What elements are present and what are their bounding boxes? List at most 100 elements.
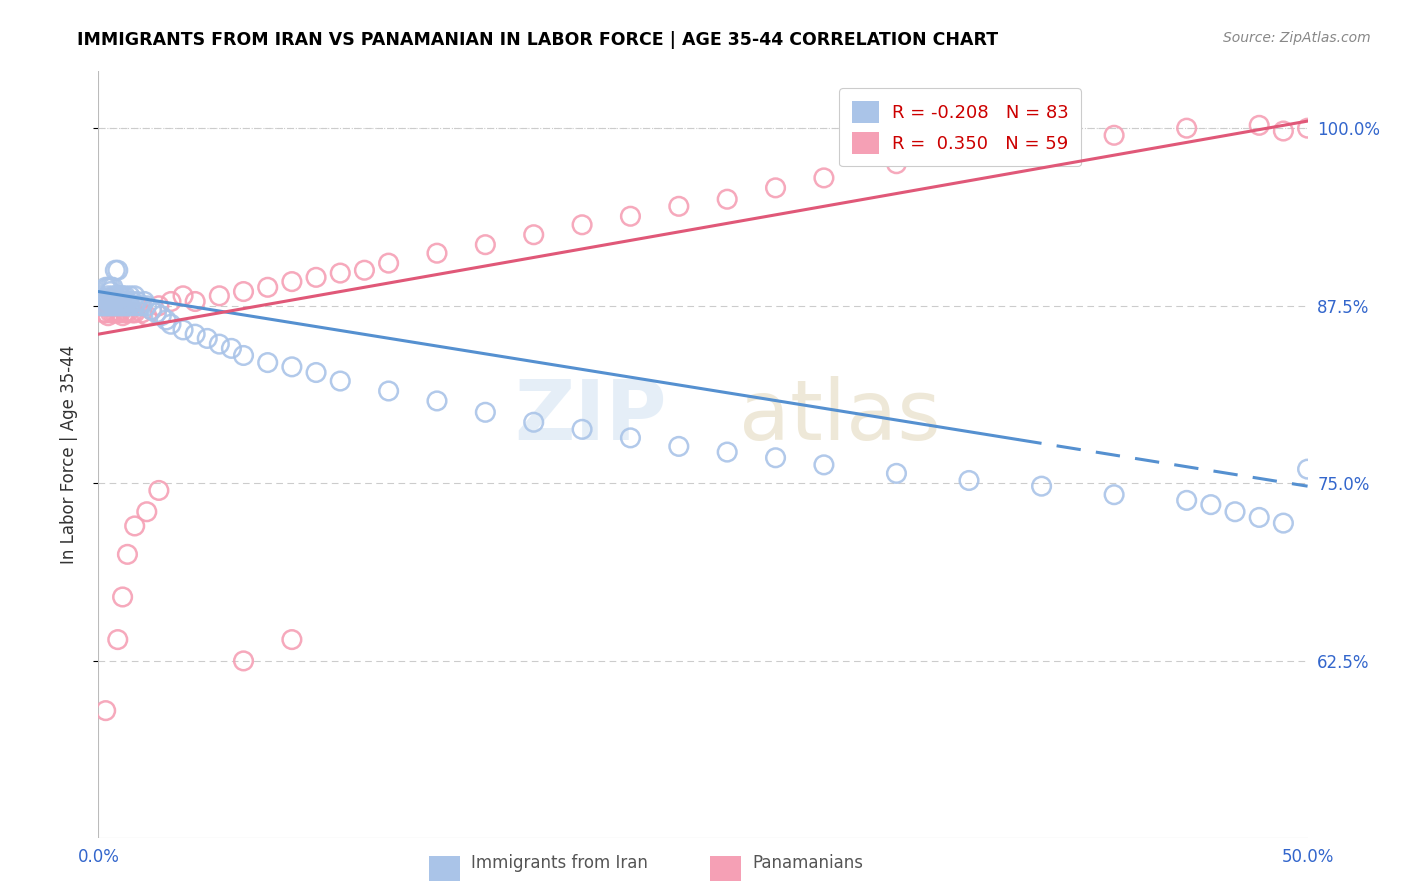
Point: [1272, 124, 1295, 138]
Point: [94, 299, 117, 313]
Point: [426, 246, 449, 260]
Point: [97, 280, 120, 294]
Point: [97, 294, 120, 309]
Point: [108, 289, 131, 303]
Point: [101, 299, 124, 313]
Point: [160, 317, 183, 331]
Point: [1223, 505, 1246, 519]
Point: [957, 474, 980, 488]
Point: [135, 299, 157, 313]
Point: [813, 170, 835, 185]
Point: [100, 306, 122, 320]
Point: [377, 384, 399, 398]
Point: [208, 289, 231, 303]
Point: [91, 306, 114, 320]
Point: [134, 294, 156, 309]
Point: [668, 439, 690, 453]
Point: [305, 366, 328, 380]
Point: [118, 299, 141, 313]
Point: [97, 309, 120, 323]
Point: [100, 292, 122, 306]
Point: [117, 299, 139, 313]
Point: [957, 146, 980, 161]
Point: [100, 292, 122, 306]
Point: [184, 294, 207, 309]
Point: [108, 299, 131, 313]
Text: IMMIGRANTS FROM IRAN VS PANAMANIAN IN LABOR FORCE | AGE 35-44 CORRELATION CHART: IMMIGRANTS FROM IRAN VS PANAMANIAN IN LA…: [77, 31, 998, 49]
Point: [523, 227, 546, 242]
Point: [281, 632, 304, 647]
Point: [1296, 462, 1319, 476]
Point: [148, 299, 170, 313]
Point: [104, 263, 127, 277]
Point: [114, 289, 136, 303]
Point: [1320, 465, 1343, 479]
Point: [91, 299, 114, 313]
Point: [305, 270, 328, 285]
Point: [1031, 136, 1053, 150]
Text: atlas: atlas: [740, 376, 941, 457]
Point: [184, 327, 207, 342]
Point: [101, 299, 124, 313]
Point: [523, 415, 546, 429]
Point: [716, 192, 738, 206]
Point: [111, 309, 134, 323]
Point: [121, 306, 143, 320]
Point: [377, 256, 399, 270]
Point: [256, 355, 278, 369]
Point: [232, 349, 254, 363]
Point: [124, 299, 146, 313]
Point: [101, 289, 124, 303]
Y-axis label: In Labor Force | Age 35-44: In Labor Force | Age 35-44: [59, 345, 77, 565]
Point: [813, 458, 835, 472]
Text: Panamanians: Panamanians: [752, 855, 863, 872]
Point: [100, 280, 122, 294]
Point: [107, 263, 129, 277]
Point: [195, 331, 218, 345]
Point: [100, 294, 122, 309]
Point: [100, 299, 122, 313]
Point: [104, 294, 127, 309]
Point: [127, 294, 149, 309]
Point: [619, 431, 641, 445]
Point: [221, 342, 243, 356]
Point: [97, 289, 120, 303]
Point: [329, 374, 352, 388]
Point: [104, 299, 127, 313]
Point: [141, 303, 163, 318]
Point: [765, 181, 787, 195]
Point: [1344, 469, 1367, 483]
Point: [571, 218, 593, 232]
Point: [90, 299, 112, 313]
Point: [101, 280, 124, 294]
Point: [329, 266, 352, 280]
Point: [135, 505, 157, 519]
Point: [104, 289, 127, 303]
Point: [127, 299, 149, 313]
Point: [101, 294, 124, 309]
Point: [97, 299, 120, 313]
Point: [886, 157, 908, 171]
Point: [1102, 488, 1125, 502]
Point: [124, 306, 146, 320]
Point: [353, 263, 375, 277]
Point: [118, 299, 141, 313]
Point: [141, 303, 163, 318]
Point: [1249, 510, 1271, 524]
Point: [124, 519, 146, 533]
Point: [121, 294, 143, 309]
Point: [208, 337, 231, 351]
Point: [1199, 498, 1222, 512]
Point: [118, 289, 141, 303]
Point: [107, 306, 129, 320]
Point: [107, 289, 129, 303]
Point: [97, 299, 120, 313]
Point: [94, 704, 117, 718]
Point: [108, 299, 131, 313]
Point: [256, 280, 278, 294]
Point: [150, 309, 173, 323]
Point: [1031, 479, 1053, 493]
Point: [111, 299, 134, 313]
Point: [100, 299, 122, 313]
Point: [128, 299, 150, 313]
